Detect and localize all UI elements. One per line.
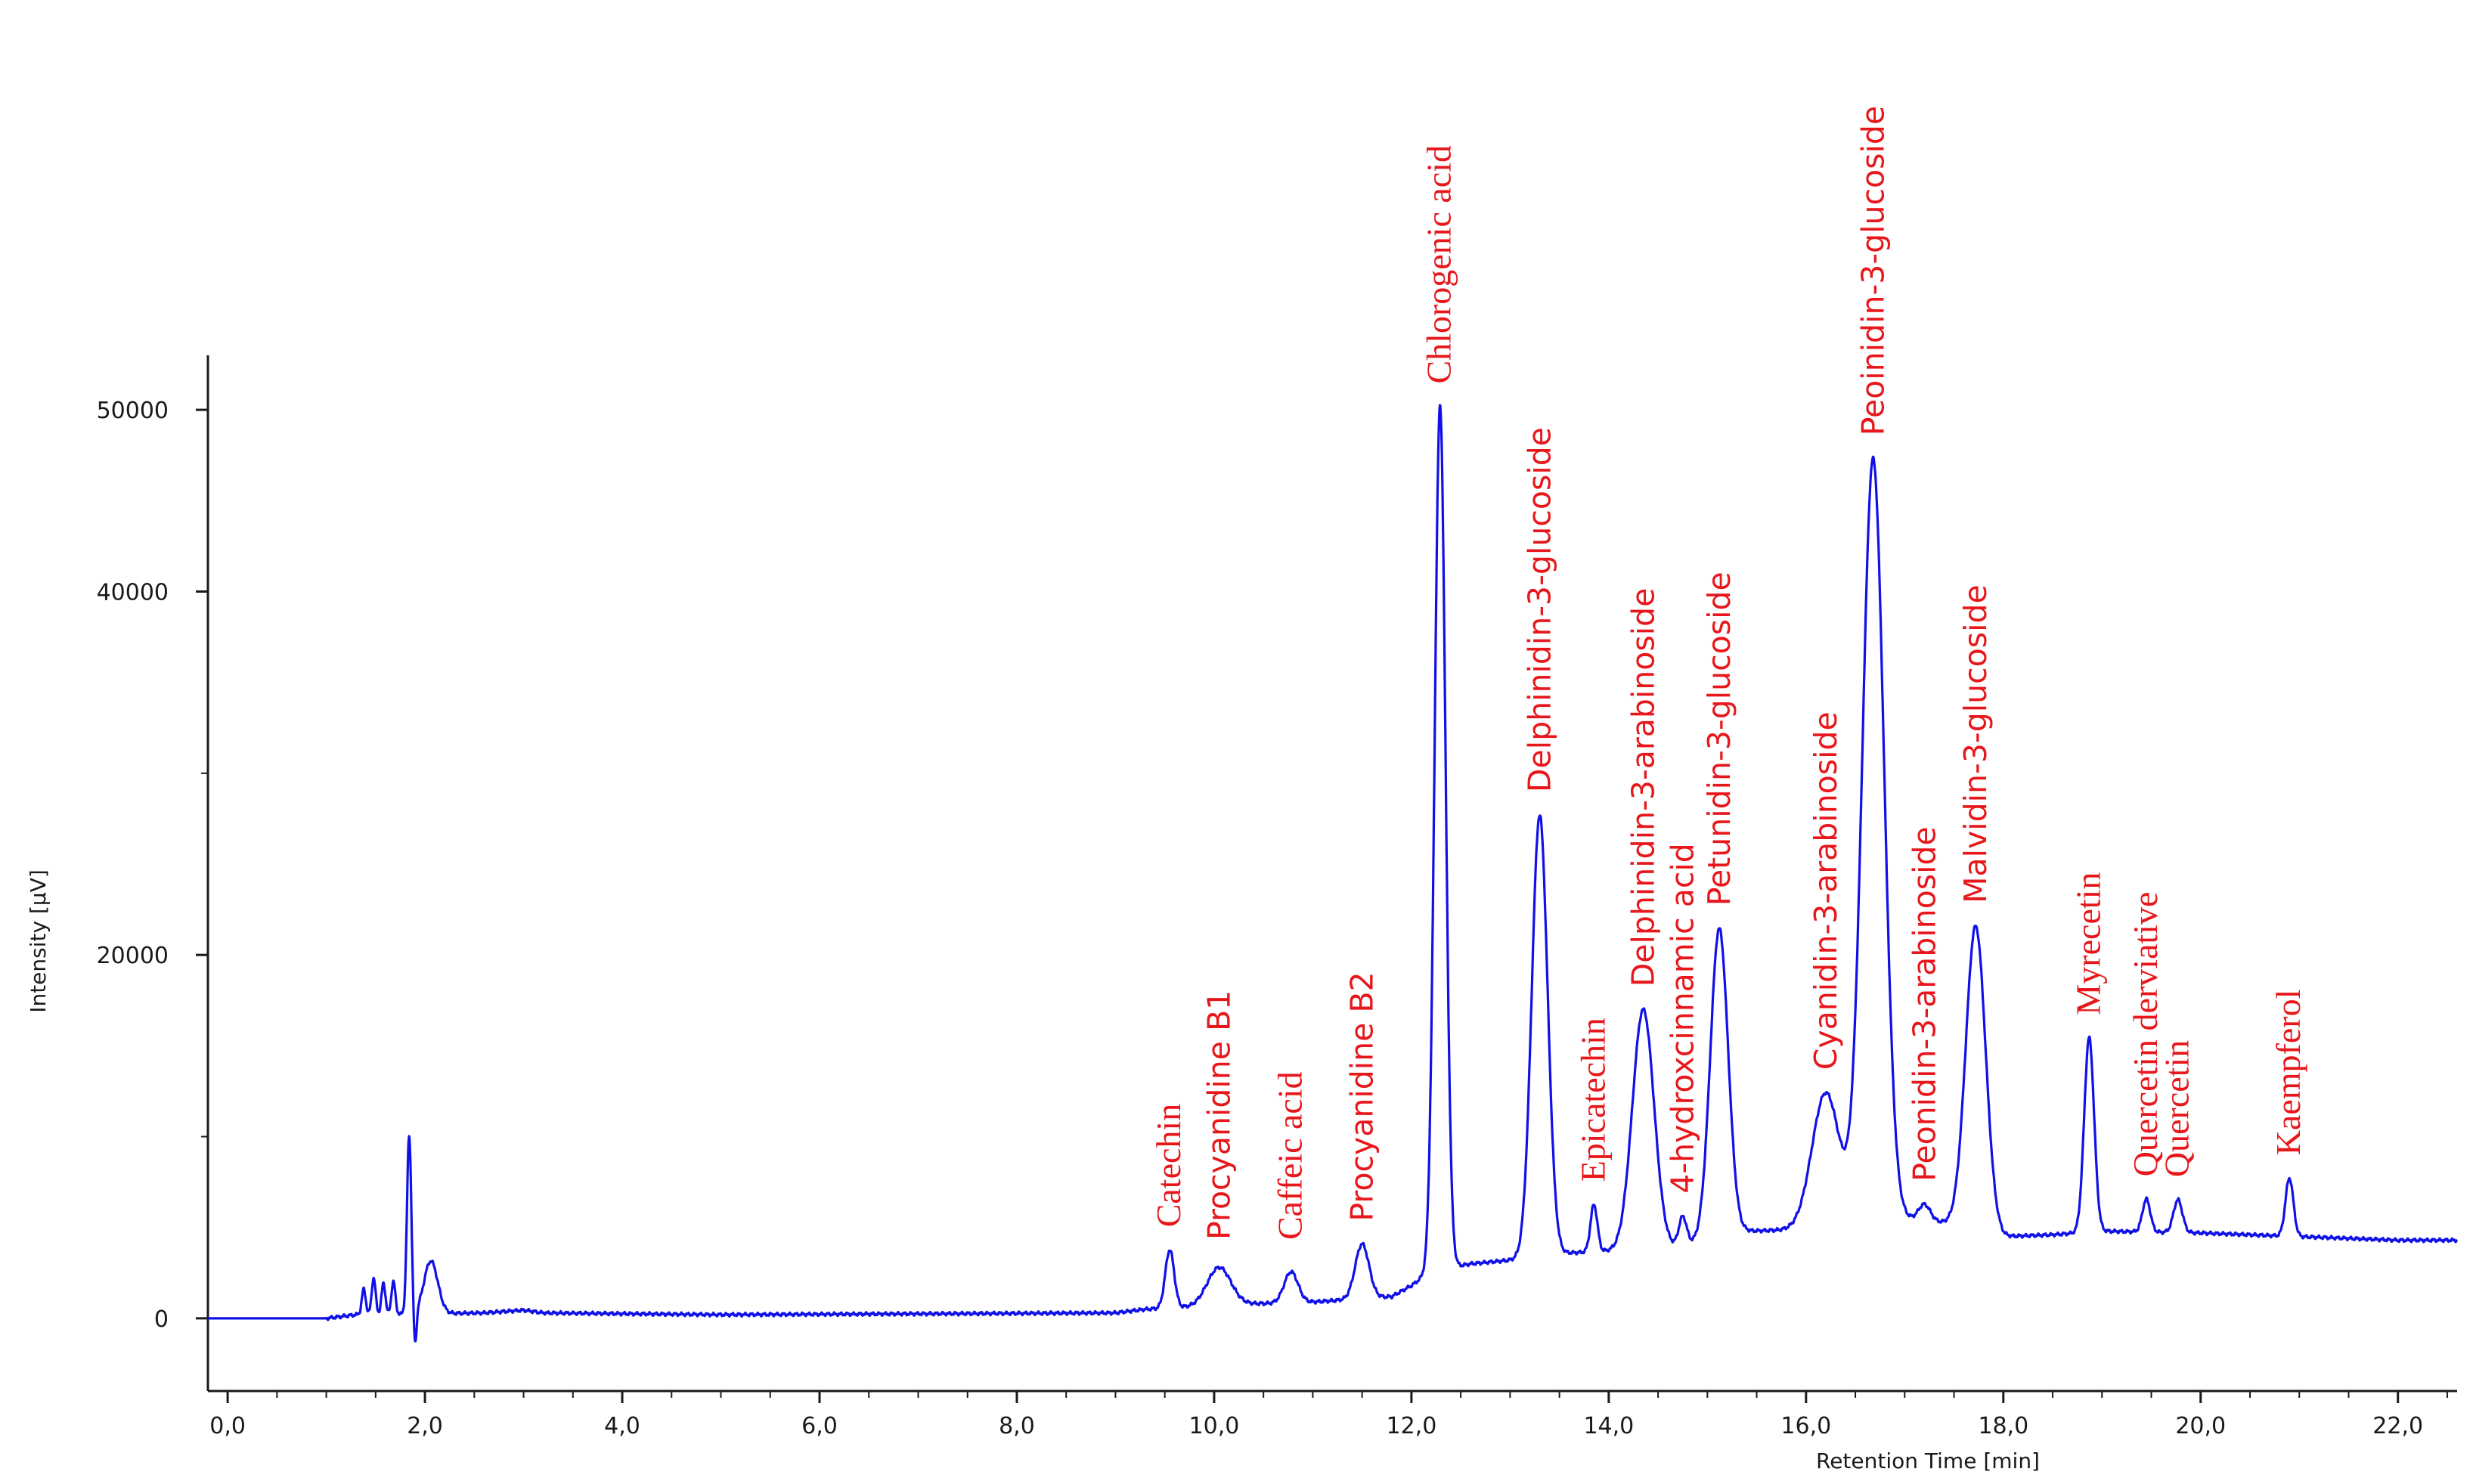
x-tick-label: 20,0	[2175, 1413, 2226, 1439]
y-axis-title: Intensity [µV]	[26, 869, 51, 1013]
x-tick-label: 14,0	[1583, 1413, 1634, 1439]
x-tick-label: 12,0	[1386, 1413, 1436, 1439]
x-tick-label: 8,0	[999, 1413, 1035, 1439]
chromatogram-series	[206, 404, 2459, 1343]
peak-label: Procyanidine B2	[1344, 971, 1381, 1221]
peak-label: Delphinidin-3-glucoside	[1522, 427, 1558, 792]
x-tick-label: 16,0	[1780, 1413, 1831, 1439]
x-tick-label: 0,0	[209, 1413, 246, 1439]
peak-label: Quercetin	[2158, 1040, 2196, 1177]
y-tick-label: 40000	[97, 579, 169, 606]
x-tick-label: 10,0	[1189, 1413, 1240, 1439]
peak-label: Delphinidin-3-arabinoside	[1625, 588, 1662, 987]
peak-label: Malvidin-3-glucoside	[1957, 584, 1994, 903]
peak-labels: Catechin Procyanidine B1 Caffeic acid Procy…	[1149, 106, 2307, 1240]
peak-label: Myrecetin	[2069, 872, 2107, 1015]
peak-label: Caffeic acid	[1271, 1071, 1309, 1240]
y-tick-label: 20000	[97, 943, 169, 969]
x-tick-label: 4,0	[604, 1413, 640, 1439]
y-axis-ticks: 0 20000 40000 50000	[97, 398, 208, 1333]
x-tick-label: 18,0	[1978, 1413, 2028, 1439]
peak-label: Peoinidin-3-glucoside	[1855, 106, 1892, 435]
peak-label: Epicatechin	[1573, 1018, 1612, 1182]
axes: 0,0 2,0 4,0 6,0 8,0 10,0 12,0 14,0 16,0 18,0 20,0 2…	[97, 355, 2457, 1439]
peak-label: Cyanidin-3-arabinoside	[1808, 711, 1844, 1070]
x-axis-title: Retention Time [min]	[1816, 1448, 2040, 1473]
peak-label: Peonidin-3-arabinoside	[1906, 826, 1942, 1182]
peak-label: Catechin	[1149, 1104, 1188, 1228]
y-tick-label: 0	[154, 1306, 169, 1333]
peak-label: Kaempferol	[2269, 990, 2307, 1156]
y-tick-label: 50000	[97, 398, 169, 424]
peak-label: Procyanidine B1	[1201, 990, 1237, 1240]
peak-label: Petunidin-3-glucoside	[1701, 572, 1737, 906]
x-tick-label: 2,0	[407, 1413, 443, 1439]
peak-label: 4-hydroxcinnamic acid	[1665, 843, 1701, 1194]
x-axis-ticks: 0,0 2,0 4,0 6,0 8,0 10,0 12,0 14,0 16,0 18,0 20,0 2…	[209, 1391, 2448, 1439]
peak-label: Chlorogenic acid	[1420, 145, 1458, 384]
chromatogram-trace	[206, 404, 2459, 1343]
x-tick-label: 6,0	[801, 1413, 838, 1439]
peak-label: Quercetin derviative	[2126, 892, 2165, 1177]
x-tick-label: 22,0	[2372, 1413, 2423, 1439]
